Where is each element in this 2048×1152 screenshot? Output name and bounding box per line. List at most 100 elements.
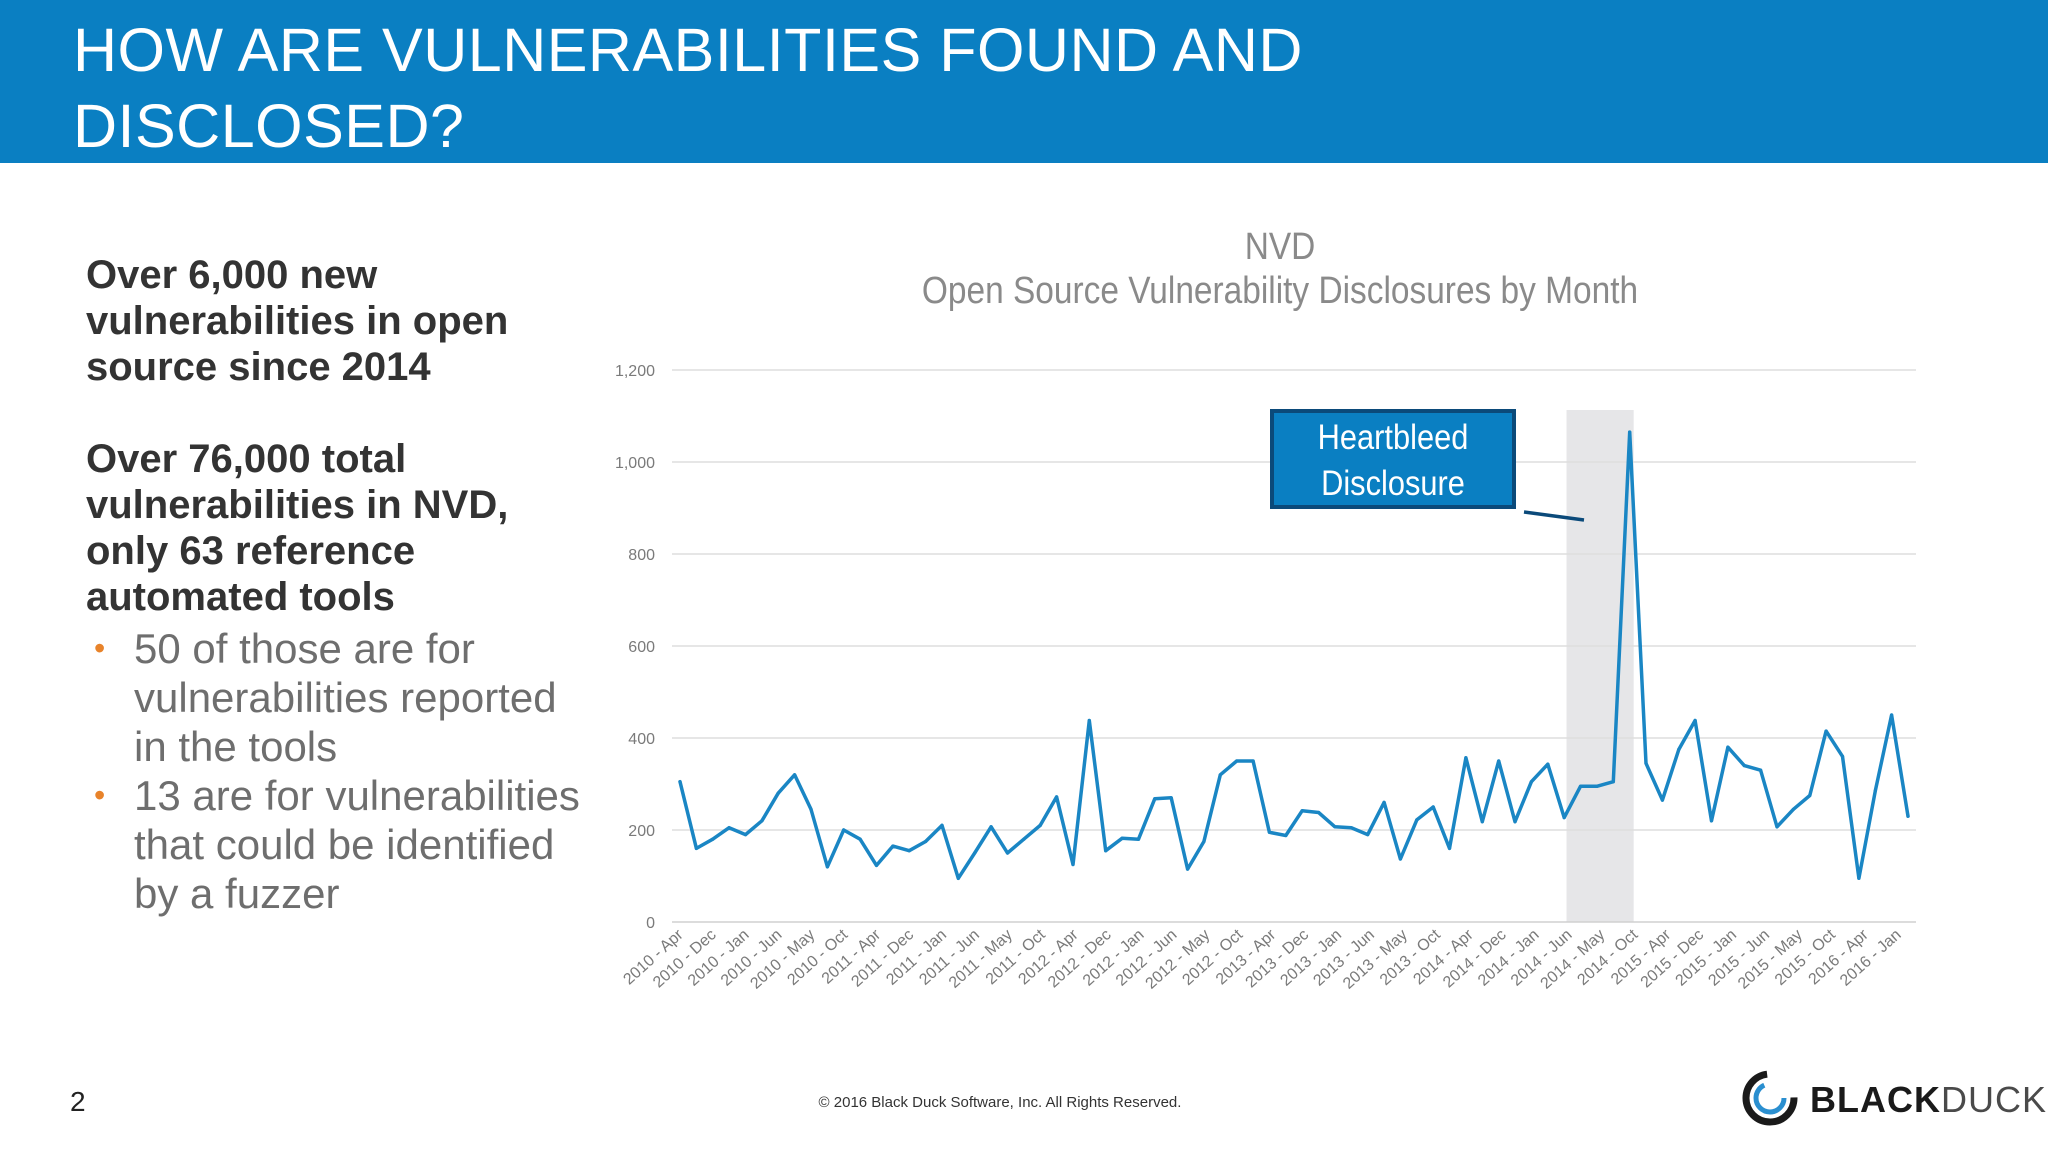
data-point [809, 807, 813, 811]
data-point [1726, 745, 1730, 749]
data-point [743, 833, 748, 837]
data-point [1316, 810, 1321, 815]
data-point [874, 863, 879, 868]
data-point [1447, 846, 1452, 851]
heartbleed-highlight-band [1566, 410, 1634, 922]
data-point [1824, 729, 1828, 733]
bullet-item: • 50 of those are for vulnerabilities rep… [94, 625, 557, 770]
data-point [711, 837, 715, 841]
data-point [1497, 759, 1501, 763]
y-tick-label: 600 [628, 639, 655, 656]
data-point [956, 876, 960, 880]
data-point [1366, 833, 1370, 837]
heartbleed-callout: Heartbleed Disclosure [1270, 409, 1516, 509]
data-point [1873, 789, 1877, 793]
bullet-dot-icon: • [94, 777, 106, 813]
data-point [1775, 825, 1779, 829]
callout-connector-line [1523, 510, 1585, 522]
callout-line1: Heartbleed [1317, 418, 1469, 457]
data-point [1087, 718, 1091, 723]
data-point [1382, 800, 1386, 805]
data-point [1857, 876, 1861, 880]
data-point [1071, 862, 1075, 867]
data-point [678, 780, 682, 784]
data-point [1529, 780, 1534, 784]
data-point [1513, 820, 1517, 824]
slide-title: HOW ARE VULNERABILITIES FOUND AND DISCLOS… [73, 16, 1303, 160]
data-point [1693, 718, 1697, 723]
data-point [1218, 773, 1222, 777]
data-point [1644, 761, 1648, 765]
data-point [1562, 815, 1566, 820]
header-bar: HOW ARE VULNERABILITIES FOUND AND DISCLOS… [0, 0, 2048, 163]
data-point [776, 791, 780, 795]
data-point [891, 844, 895, 848]
data-point [1464, 756, 1468, 760]
data-point [1005, 851, 1010, 855]
bullet-list: • 50 of those are for vulnerabilities rep… [86, 624, 586, 918]
data-point [1709, 819, 1714, 823]
data-point [1840, 754, 1845, 759]
data-point [858, 837, 862, 841]
bullet-dot-icon: • [94, 630, 106, 666]
data-point [1054, 795, 1059, 799]
data-point [1742, 764, 1746, 768]
left-panel: Over 6,000 new vulnerabilities in open s… [86, 252, 586, 918]
data-point [1890, 713, 1894, 717]
y-tick-label: 800 [628, 547, 655, 564]
data-point [1431, 805, 1435, 809]
data-point [694, 846, 698, 851]
data-point [973, 851, 977, 855]
data-point [989, 825, 993, 829]
y-tick-label: 0 [646, 915, 655, 932]
data-point [1677, 747, 1681, 752]
data-point [1480, 820, 1484, 824]
data-point [1267, 830, 1272, 834]
data-point [924, 839, 928, 844]
data-point [1153, 797, 1157, 801]
data-point [1791, 807, 1795, 811]
data-point [1759, 768, 1763, 772]
page-number: 2 [70, 1086, 86, 1117]
data-point [907, 849, 911, 853]
stat-new-vulnerabilities: Over 6,000 new vulnerabilities in open s… [86, 253, 509, 389]
y-tick-labels-group: 0 200 400 600 800 1,000 1,200 [615, 363, 655, 932]
data-point [1120, 836, 1124, 840]
data-point [1349, 826, 1353, 830]
data-point [1169, 796, 1173, 800]
data-point [1398, 857, 1403, 861]
data-point [793, 773, 797, 777]
data-point [1104, 849, 1108, 853]
data-point [842, 828, 846, 832]
black-duck-logo: BLACKDUCK [1738, 1068, 2046, 1128]
bullet-item: • 13 are for vulnerabilities that could b… [94, 772, 580, 917]
chart-subtitle: Open Source Vulnerability Disclosures by… [921, 270, 1639, 312]
y-tick-label: 1,000 [615, 455, 655, 472]
data-point [1136, 837, 1141, 841]
data-point [1235, 759, 1239, 763]
data-point [1595, 784, 1599, 788]
copyright-notice: © 2016 Black Duck Software, Inc. All Rig… [818, 1094, 1182, 1111]
data-point [1628, 430, 1632, 434]
callout-line2: Disclosure [1321, 464, 1465, 503]
data-point [1300, 809, 1304, 813]
data-point [1808, 793, 1812, 798]
y-tick-label: 200 [628, 823, 655, 840]
data-point [1038, 823, 1042, 828]
data-point [760, 819, 764, 823]
logo-wordmark: BLACKDUCK [1810, 1079, 2047, 1120]
y-tick-label: 1,200 [615, 363, 655, 380]
data-point [1415, 818, 1419, 822]
data-point [1660, 798, 1664, 802]
chart-title: NVD [1244, 226, 1316, 268]
highlight-band-group [1566, 410, 1634, 922]
series-group [678, 430, 1910, 881]
data-point [727, 826, 731, 830]
series-line [678, 430, 1910, 881]
data-point [1906, 814, 1910, 818]
data-point [825, 865, 829, 869]
data-point [1611, 780, 1615, 784]
data-point [1251, 759, 1255, 763]
